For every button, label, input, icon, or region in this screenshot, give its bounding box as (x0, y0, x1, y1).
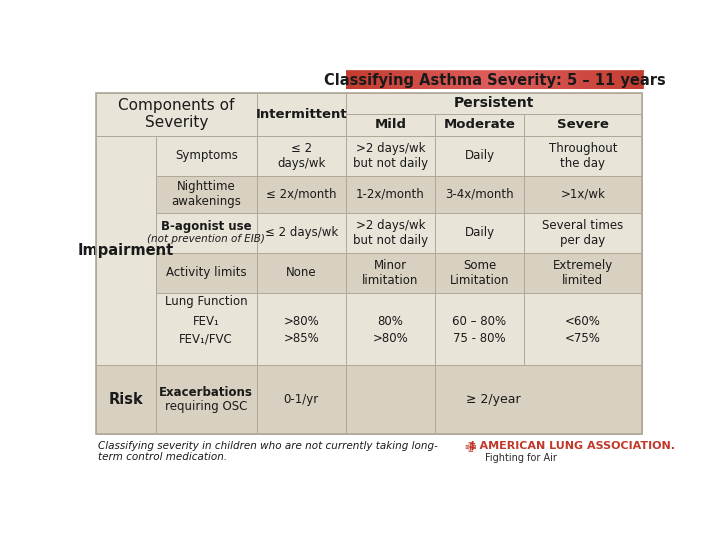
Bar (524, 213, 642, 253)
Text: Daily: Daily (464, 149, 495, 162)
Text: Fighting for Air: Fighting for Air (485, 453, 557, 463)
Text: 75 - 80%: 75 - 80% (453, 333, 505, 346)
Text: ✙: ✙ (464, 441, 476, 455)
Text: Impairment: Impairment (78, 243, 174, 258)
Bar (346, 71, 644, 90)
Bar (156, 253, 256, 293)
Text: 60 – 80%: 60 – 80% (452, 315, 506, 328)
Bar (96, 136, 156, 365)
Text: >1x/wk: >1x/wk (560, 188, 606, 201)
Bar (96, 365, 156, 434)
Bar (156, 213, 256, 253)
Text: 80%: 80% (377, 315, 403, 328)
Text: FEV₁/FVC: FEV₁/FVC (179, 333, 233, 346)
Text: >2 days/wk
but not daily: >2 days/wk but not daily (353, 141, 428, 170)
Bar (256, 136, 346, 176)
Text: 1-2x/month: 1-2x/month (356, 188, 425, 201)
Text: 3-4x/month: 3-4x/month (445, 188, 514, 201)
Text: <60%: <60% (565, 315, 600, 328)
Bar (96, 92, 642, 434)
Bar (346, 176, 435, 213)
Text: Daily: Daily (464, 226, 495, 239)
Bar (346, 92, 642, 114)
Text: ≥ 2/year: ≥ 2/year (467, 393, 521, 406)
Text: ≤ 2 days/wk: ≤ 2 days/wk (264, 226, 338, 239)
Bar (346, 365, 642, 434)
Bar (346, 114, 435, 136)
Text: (not prevention of EIB): (not prevention of EIB) (148, 234, 265, 244)
Bar (435, 114, 524, 136)
Text: Lung Function: Lung Function (165, 295, 248, 308)
Bar (96, 92, 256, 136)
Bar (346, 365, 435, 434)
Text: Persistent: Persistent (454, 96, 534, 110)
Bar (346, 293, 435, 365)
Text: None: None (286, 266, 317, 279)
Bar (524, 253, 642, 293)
Text: Severe: Severe (557, 118, 609, 131)
Bar (346, 253, 435, 293)
Text: ≤ 2
days/wk: ≤ 2 days/wk (277, 141, 325, 170)
Text: >85%: >85% (283, 333, 319, 346)
Text: >80%: >80% (283, 315, 319, 328)
Text: Minor
limitation: Minor limitation (362, 259, 418, 287)
Bar (256, 253, 346, 293)
Text: Several times
per day: Several times per day (542, 219, 624, 247)
Bar (156, 136, 256, 176)
Bar (435, 253, 524, 293)
Text: Some
Limitation: Some Limitation (450, 259, 509, 287)
Text: Throughout
the day: Throughout the day (549, 141, 617, 170)
Text: ‡ AMERICAN LUNG ASSOCIATION.: ‡ AMERICAN LUNG ASSOCIATION. (469, 441, 675, 450)
Text: Components of
Severity: Components of Severity (118, 98, 235, 130)
Bar (524, 136, 642, 176)
Text: Extremely
limited: Extremely limited (553, 259, 613, 287)
Bar (435, 213, 524, 253)
Bar (156, 293, 256, 365)
Bar (435, 365, 642, 434)
Text: >2 days/wk
but not daily: >2 days/wk but not daily (353, 219, 428, 247)
Text: Moderate: Moderate (444, 118, 516, 131)
Text: Risk: Risk (109, 392, 143, 407)
Bar (96, 92, 642, 434)
Bar (435, 136, 524, 176)
Text: FEV₁: FEV₁ (193, 315, 220, 328)
Text: Classifying Asthma Severity: 5 – 11 years: Classifying Asthma Severity: 5 – 11 year… (324, 73, 665, 87)
Bar (256, 213, 346, 253)
Bar (156, 176, 256, 213)
Text: <75%: <75% (565, 333, 600, 346)
Bar (256, 92, 346, 136)
Bar (524, 176, 642, 213)
Text: Symptoms: Symptoms (175, 149, 238, 162)
Bar (524, 114, 642, 136)
Bar (156, 365, 256, 434)
Bar (524, 293, 642, 365)
Text: ≤ 2x/month: ≤ 2x/month (266, 188, 336, 201)
Bar (435, 176, 524, 213)
Bar (256, 293, 346, 365)
Bar (435, 293, 524, 365)
Text: Intermittent: Intermittent (256, 107, 347, 120)
Bar (346, 213, 435, 253)
Bar (256, 176, 346, 213)
Text: >80%: >80% (372, 333, 408, 346)
Text: B-agonist use: B-agonist use (161, 220, 251, 233)
Text: Exacerbations: Exacerbations (159, 386, 253, 399)
Text: Activity limits: Activity limits (166, 266, 246, 279)
Bar (346, 71, 644, 90)
Bar (256, 365, 346, 434)
Text: Mild: Mild (374, 118, 406, 131)
Text: 0-1/yr: 0-1/yr (284, 393, 319, 406)
Text: Nighttime
awakenings: Nighttime awakenings (171, 180, 241, 208)
Bar (346, 136, 435, 176)
Text: Classifying severity in children who are not currently taking long-
term control: Classifying severity in children who are… (98, 441, 438, 462)
Text: requiring OSC: requiring OSC (165, 400, 248, 413)
